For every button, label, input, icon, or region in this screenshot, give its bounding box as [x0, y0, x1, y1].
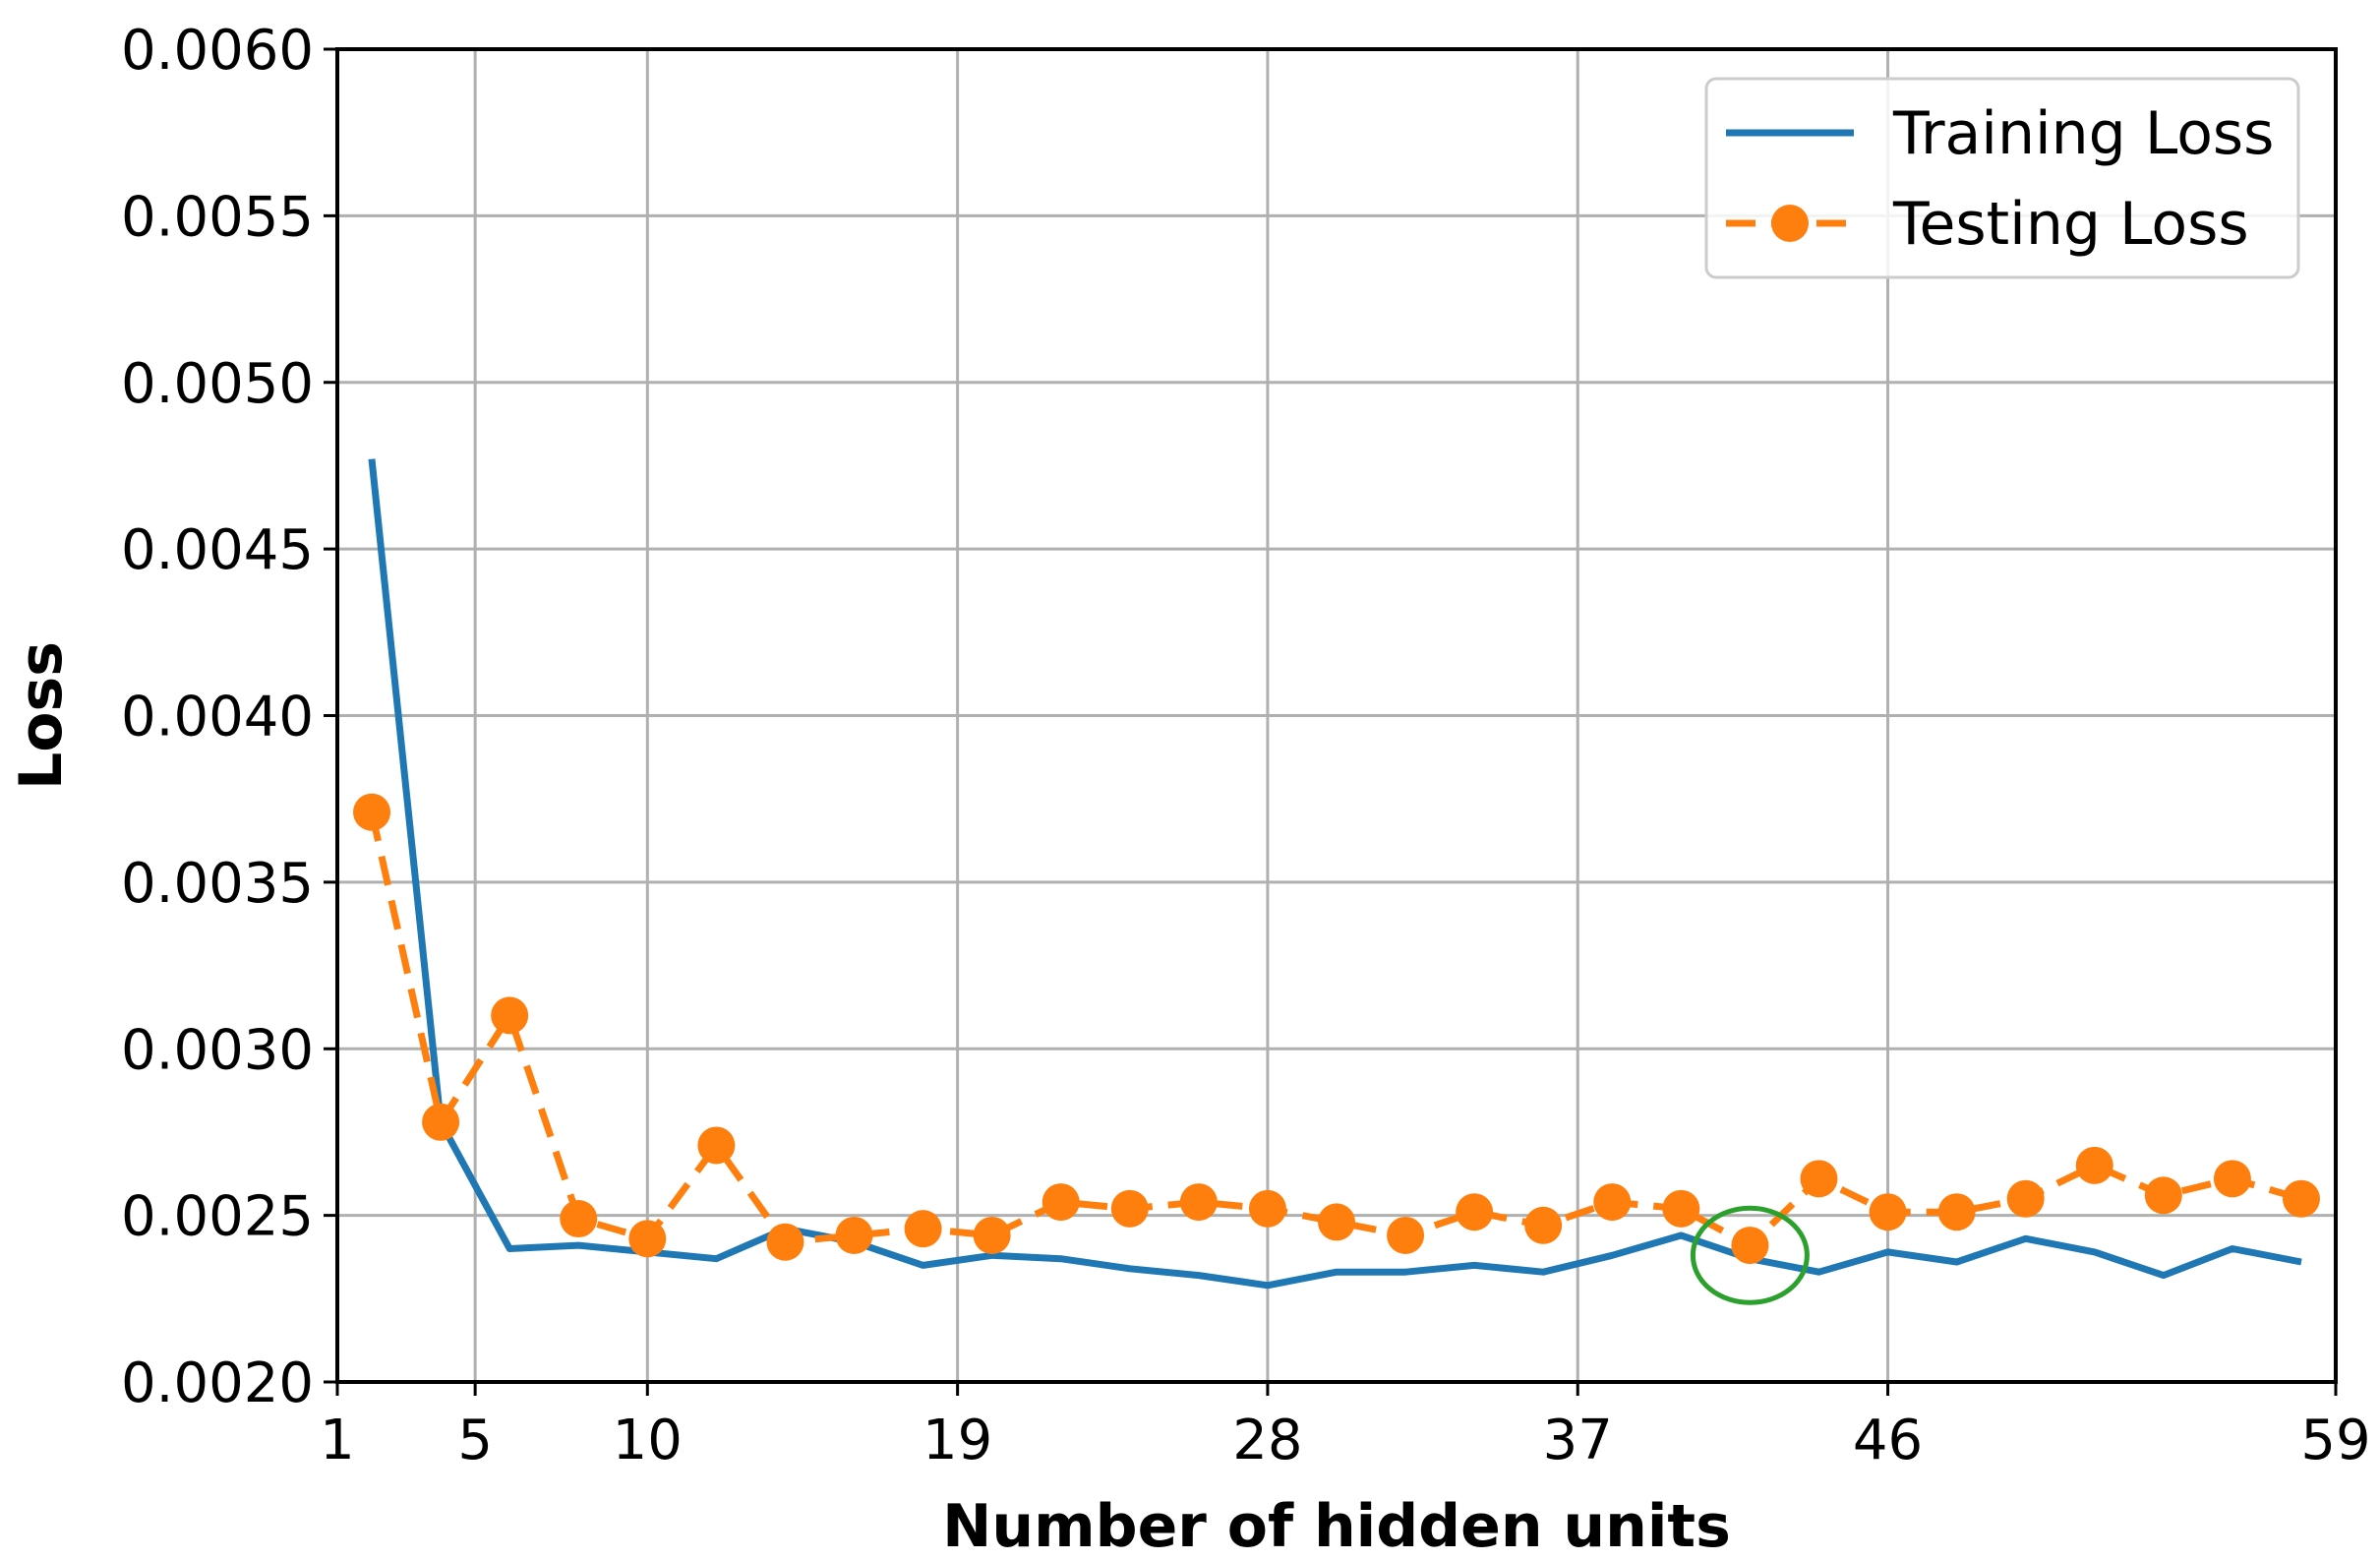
testing-loss-point: [2144, 1176, 2182, 1215]
y-tick-label: 0.0035: [121, 852, 314, 916]
x-tick-label: 10: [613, 1409, 683, 1472]
testing-loss-point: [2213, 1160, 2251, 1198]
y-tick-label: 0.0050: [121, 352, 314, 416]
testing-loss-point: [904, 1210, 942, 1248]
x-tick-label: 46: [1853, 1409, 1923, 1472]
testing-loss-point: [2075, 1146, 2113, 1184]
testing-loss-point: [1937, 1193, 1976, 1231]
legend-label-testing-loss: Testing Loss: [1892, 190, 2249, 259]
training-loss-line: [368, 458, 2302, 1290]
testing-loss-point: [422, 1103, 460, 1141]
y-tick-label: 0.0030: [121, 1018, 314, 1082]
y-tick-label: 0.0025: [121, 1185, 314, 1249]
testing-loss-point: [1800, 1160, 1838, 1198]
testing-loss-point: [766, 1223, 804, 1261]
y-tick-label: 0.0040: [121, 686, 314, 750]
testing-loss-point: [1041, 1183, 1080, 1222]
annotation-layer: [1690, 1205, 1810, 1305]
testing-loss-point: [1869, 1193, 1907, 1231]
testing-loss-point: [973, 1216, 1011, 1254]
legend-box: [1704, 77, 2300, 279]
legend: Training Loss Testing Loss: [1704, 77, 2300, 279]
y-axis-title: Loss: [7, 641, 76, 790]
x-tick-label: 19: [922, 1409, 992, 1472]
testing-loss-point: [1248, 1189, 1286, 1228]
x-tick-label: 1: [320, 1409, 355, 1472]
y-tick-label: 0.0060: [121, 19, 314, 83]
testing-loss-point: [1524, 1206, 1563, 1244]
testing-loss-point: [1318, 1203, 1355, 1241]
testing-loss-point: [560, 1200, 598, 1238]
testing-loss-line: [368, 811, 2302, 1249]
x-tick-label: 37: [1543, 1409, 1613, 1472]
testing-loss-point: [835, 1216, 873, 1254]
testing-loss-point: [1593, 1183, 1632, 1222]
y-tick-label: 0.0045: [121, 518, 314, 582]
testing-loss-point: [2006, 1179, 2045, 1218]
y-tick-label: 0.0020: [121, 1351, 314, 1415]
testing-loss-point: [1110, 1189, 1149, 1228]
series-layer: [353, 458, 2320, 1290]
testing-loss-point: [2282, 1179, 2320, 1218]
testing-loss-point: [1387, 1216, 1425, 1254]
testing-loss-point: [491, 996, 529, 1035]
x-tick-label: 5: [457, 1409, 493, 1472]
legend-label-training-loss: Training Loss: [1892, 99, 2274, 168]
testing-loss-point: [628, 1220, 667, 1258]
x-tick-label: 59: [2300, 1409, 2370, 1472]
legend-marker-testing-loss: [1771, 205, 1809, 242]
testing-loss-point: [697, 1126, 736, 1165]
testing-loss-point: [1662, 1189, 1700, 1228]
highlight-ellipse: [1690, 1205, 1810, 1305]
x-tick-label: 28: [1232, 1409, 1302, 1472]
testing-loss-point: [1179, 1183, 1218, 1222]
x-axis-title: Number of hidden units: [942, 1492, 1731, 1561]
testing-loss-point: [353, 793, 391, 831]
y-tick-label: 0.0055: [121, 185, 314, 249]
testing-loss-point: [1731, 1227, 1769, 1265]
axis-ticks: 1 5 10 19 28 37 46 59 0.0020 0.0025 0.0030 0.0035 0.…: [121, 19, 2371, 1472]
testing-loss-point: [1456, 1193, 1494, 1231]
